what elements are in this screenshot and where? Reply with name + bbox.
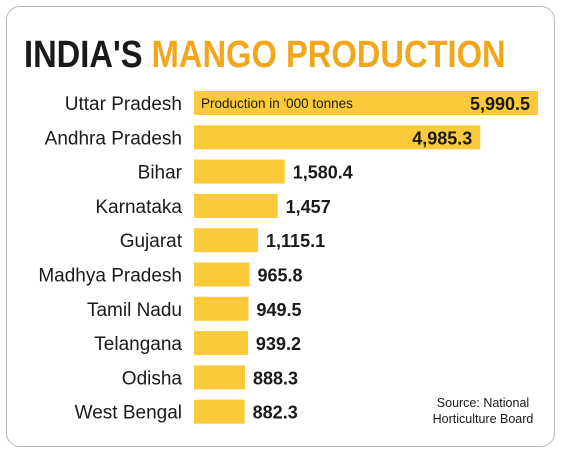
category-label-0: Uttar Pradesh — [65, 94, 182, 115]
bar-7 — [194, 331, 248, 356]
units-annotation: Production in '000 tonnes — [201, 96, 353, 111]
value-label-4: 1,115.1 — [266, 231, 325, 251]
title-part-dark: INDIA'S — [24, 34, 143, 76]
infographic-card — [6, 6, 555, 447]
value-label-7: 939.2 — [256, 334, 301, 354]
bar-5 — [194, 262, 250, 287]
category-label-5: Madhya Pradesh — [38, 266, 182, 287]
category-label-8: Odisha — [122, 368, 183, 389]
bar-6 — [194, 296, 249, 321]
bar-0 — [194, 91, 538, 115]
category-label-1: Andhra Pradesh — [45, 128, 182, 149]
source-line-2: Horticulture Board — [432, 412, 534, 426]
category-label-6: Tamil Nadu — [87, 300, 182, 321]
bar-4 — [194, 228, 259, 253]
title-part-accent: MANGO PRODUCTION — [151, 34, 506, 76]
source-note: Source: National Horticulture Board — [418, 395, 548, 427]
category-label-7: Telangana — [94, 334, 182, 355]
bar-1 — [194, 125, 481, 150]
value-label-3: 1,457 — [286, 197, 331, 217]
bar-8 — [194, 365, 246, 390]
bar-9 — [194, 399, 245, 424]
category-label-9: West Bengal — [75, 403, 182, 424]
value-label-0: 5,990.5 — [470, 94, 530, 114]
value-label-5: 965.8 — [257, 266, 302, 286]
value-label-8: 888.3 — [253, 368, 298, 388]
value-label-1: 4,985.3 — [412, 128, 472, 148]
bar-3 — [194, 193, 278, 218]
value-label-9: 882.3 — [253, 403, 298, 423]
value-label-6: 949.5 — [257, 300, 302, 320]
category-label-2: Bihar — [138, 163, 183, 184]
category-label-4: Gujarat — [120, 231, 183, 252]
value-label-2: 1,580.4 — [293, 163, 353, 183]
bar-2 — [194, 159, 285, 184]
chart-title: INDIA'S MANGO PRODUCTION — [24, 33, 506, 77]
category-label-3: Karnataka — [95, 197, 182, 218]
source-line-1: Source: National — [436, 396, 530, 410]
